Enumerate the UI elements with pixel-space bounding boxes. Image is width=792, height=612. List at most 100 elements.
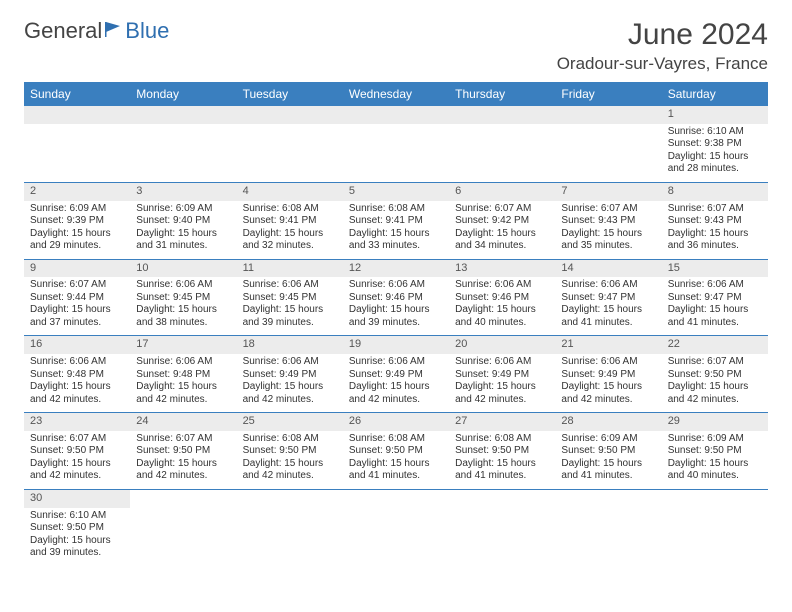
day-number-cell: 28 [555, 413, 661, 431]
day-number-cell: 23 [24, 413, 130, 431]
month-title: June 2024 [557, 18, 768, 52]
daylight-text: Daylight: 15 hours and 41 minutes. [668, 304, 762, 329]
day-number-cell [237, 106, 343, 124]
sunset-text: Sunset: 9:50 PM [561, 445, 655, 458]
day-number-cell: 15 [662, 259, 768, 277]
day-number-cell: 18 [237, 336, 343, 354]
day-info-cell: Sunrise: 6:07 AMSunset: 9:43 PMDaylight:… [555, 201, 661, 260]
day-number-cell: 20 [449, 336, 555, 354]
day-number-cell [237, 489, 343, 507]
weekday-header: Wednesday [343, 82, 449, 106]
day-info-cell: Sunrise: 6:09 AMSunset: 9:39 PMDaylight:… [24, 201, 130, 260]
sunset-text: Sunset: 9:46 PM [455, 292, 549, 305]
daylight-text: Daylight: 15 hours and 42 minutes. [243, 458, 337, 483]
calendar-body: 1 Sunrise: 6:10 AMSunset: 9:38 PMDayligh… [24, 106, 768, 566]
daylight-text: Daylight: 15 hours and 28 minutes. [668, 151, 762, 176]
day-info-cell: Sunrise: 6:07 AMSunset: 9:50 PMDaylight:… [24, 431, 130, 490]
sunset-text: Sunset: 9:50 PM [136, 445, 230, 458]
sunset-text: Sunset: 9:46 PM [349, 292, 443, 305]
day-info-cell: Sunrise: 6:08 AMSunset: 9:50 PMDaylight:… [449, 431, 555, 490]
sunrise-text: Sunrise: 6:07 AM [30, 279, 124, 292]
sunset-text: Sunset: 9:39 PM [30, 215, 124, 228]
daylight-text: Daylight: 15 hours and 32 minutes. [243, 228, 337, 253]
day-info-cell [449, 124, 555, 183]
weekday-header: Thursday [449, 82, 555, 106]
day-number-cell: 14 [555, 259, 661, 277]
info-row: Sunrise: 6:07 AMSunset: 9:44 PM Daylight:… [24, 277, 768, 336]
day-number-cell: 30 [24, 489, 130, 507]
info-row: Sunrise: 6:09 AMSunset: 9:39 PMDaylight:… [24, 201, 768, 260]
day-info-cell [343, 124, 449, 183]
sunrise-text: Sunrise: 6:07 AM [668, 203, 762, 216]
day-number-cell: 27 [449, 413, 555, 431]
day-number-cell: 19 [343, 336, 449, 354]
sunset-text: Sunset: 9:48 PM [30, 369, 124, 382]
day-info-cell: Sunrise: 6:07 AMSunset: 9:43 PMDaylight:… [662, 201, 768, 260]
day-number-cell: 10 [130, 259, 236, 277]
daylight-text: Daylight: 15 hours and 39 minutes. [30, 535, 124, 560]
info-row: Sunrise: 6:07 AMSunset: 9:50 PMDaylight:… [24, 431, 768, 490]
sunrise-text: Sunrise: 6:06 AM [561, 279, 655, 292]
daylight-text: Daylight: 15 hours and 34 minutes. [455, 228, 549, 253]
daylight-text: Daylight: 15 hours and 42 minutes. [136, 381, 230, 406]
daylight-text: Daylight: 15 hours and 42 minutes. [349, 381, 443, 406]
day-number-cell [24, 106, 130, 124]
sunrise-text: Sunrise: 6:07 AM [561, 203, 655, 216]
daylight-text: Daylight: 15 hours and 29 minutes. [30, 228, 124, 253]
daynum-row: 9101112131415 [24, 259, 768, 277]
day-number-cell [662, 489, 768, 507]
sunset-text: Sunset: 9:44 PM [30, 292, 124, 305]
day-info-cell [343, 508, 449, 566]
daylight-text: Daylight: 15 hours and 31 minutes. [136, 228, 230, 253]
day-info-cell [662, 508, 768, 566]
day-number-cell: 25 [237, 413, 343, 431]
sunrise-text: Sunrise: 6:07 AM [136, 433, 230, 446]
sunrise-text: Sunrise: 6:06 AM [349, 279, 443, 292]
daynum-row: 1 [24, 106, 768, 124]
sunset-text: Sunset: 9:50 PM [30, 445, 124, 458]
sunrise-text: Sunrise: 6:09 AM [30, 203, 124, 216]
day-info-cell: Sunrise: 6:07 AMSunset: 9:50 PMDaylight:… [662, 354, 768, 413]
daylight-text: Daylight: 15 hours and 42 minutes. [30, 381, 124, 406]
sunset-text: Sunset: 9:49 PM [243, 369, 337, 382]
day-info-cell: Sunrise: 6:06 AMSunset: 9:45 PMDaylight:… [237, 277, 343, 336]
day-info-cell: Sunrise: 6:06 AMSunset: 9:45 PMDaylight:… [130, 277, 236, 336]
day-info-cell: Sunrise: 6:08 AMSunset: 9:41 PMDaylight:… [343, 201, 449, 260]
day-number-cell [555, 489, 661, 507]
daynum-row: 2345678 [24, 182, 768, 200]
sunset-text: Sunset: 9:43 PM [668, 215, 762, 228]
day-number-cell [555, 106, 661, 124]
sunrise-text: Sunrise: 6:08 AM [349, 203, 443, 216]
sunrise-text: Sunrise: 6:09 AM [668, 433, 762, 446]
day-info-cell: Sunrise: 6:06 AMSunset: 9:47 PMDaylight:… [662, 277, 768, 336]
daylight-text: Daylight: 15 hours and 40 minutes. [668, 458, 762, 483]
day-number-cell: 24 [130, 413, 236, 431]
daylight-text: Daylight: 15 hours and 33 minutes. [349, 228, 443, 253]
day-number-cell: 26 [343, 413, 449, 431]
daylight-text: Daylight: 15 hours and 35 minutes. [561, 228, 655, 253]
sunset-text: Sunset: 9:47 PM [668, 292, 762, 305]
day-number-cell: 5 [343, 182, 449, 200]
day-info-cell: Sunrise: 6:07 AMSunset: 9:42 PMDaylight:… [449, 201, 555, 260]
sunset-text: Sunset: 9:38 PM [668, 138, 762, 151]
day-number-cell [449, 106, 555, 124]
day-info-cell: Sunrise: 6:06 AMSunset: 9:49 PMDaylight:… [555, 354, 661, 413]
daynum-row: 23242526272829 [24, 413, 768, 431]
sunrise-text: Sunrise: 6:10 AM [30, 510, 124, 523]
day-info-cell: Sunrise: 6:08 AMSunset: 9:41 PMDaylight:… [237, 201, 343, 260]
weekday-header: Sunday [24, 82, 130, 106]
sunrise-text: Sunrise: 6:08 AM [455, 433, 549, 446]
sunrise-text: Sunrise: 6:06 AM [561, 356, 655, 369]
day-number-cell: 3 [130, 182, 236, 200]
sunrise-text: Sunrise: 6:06 AM [349, 356, 443, 369]
title-block: June 2024 Oradour-sur-Vayres, France [557, 18, 768, 74]
weekday-header: Monday [130, 82, 236, 106]
weekday-header: Saturday [662, 82, 768, 106]
daylight-text: Daylight: 15 hours and 36 minutes. [668, 228, 762, 253]
daylight-text: Daylight: 15 hours and 42 minutes. [136, 458, 230, 483]
day-info-cell: Sunrise: 6:07 AMSunset: 9:50 PMDaylight:… [130, 431, 236, 490]
sunrise-text: Sunrise: 6:07 AM [30, 433, 124, 446]
day-number-cell [130, 489, 236, 507]
sunrise-text: Sunrise: 6:06 AM [243, 279, 337, 292]
sunrise-text: Sunrise: 6:06 AM [136, 356, 230, 369]
